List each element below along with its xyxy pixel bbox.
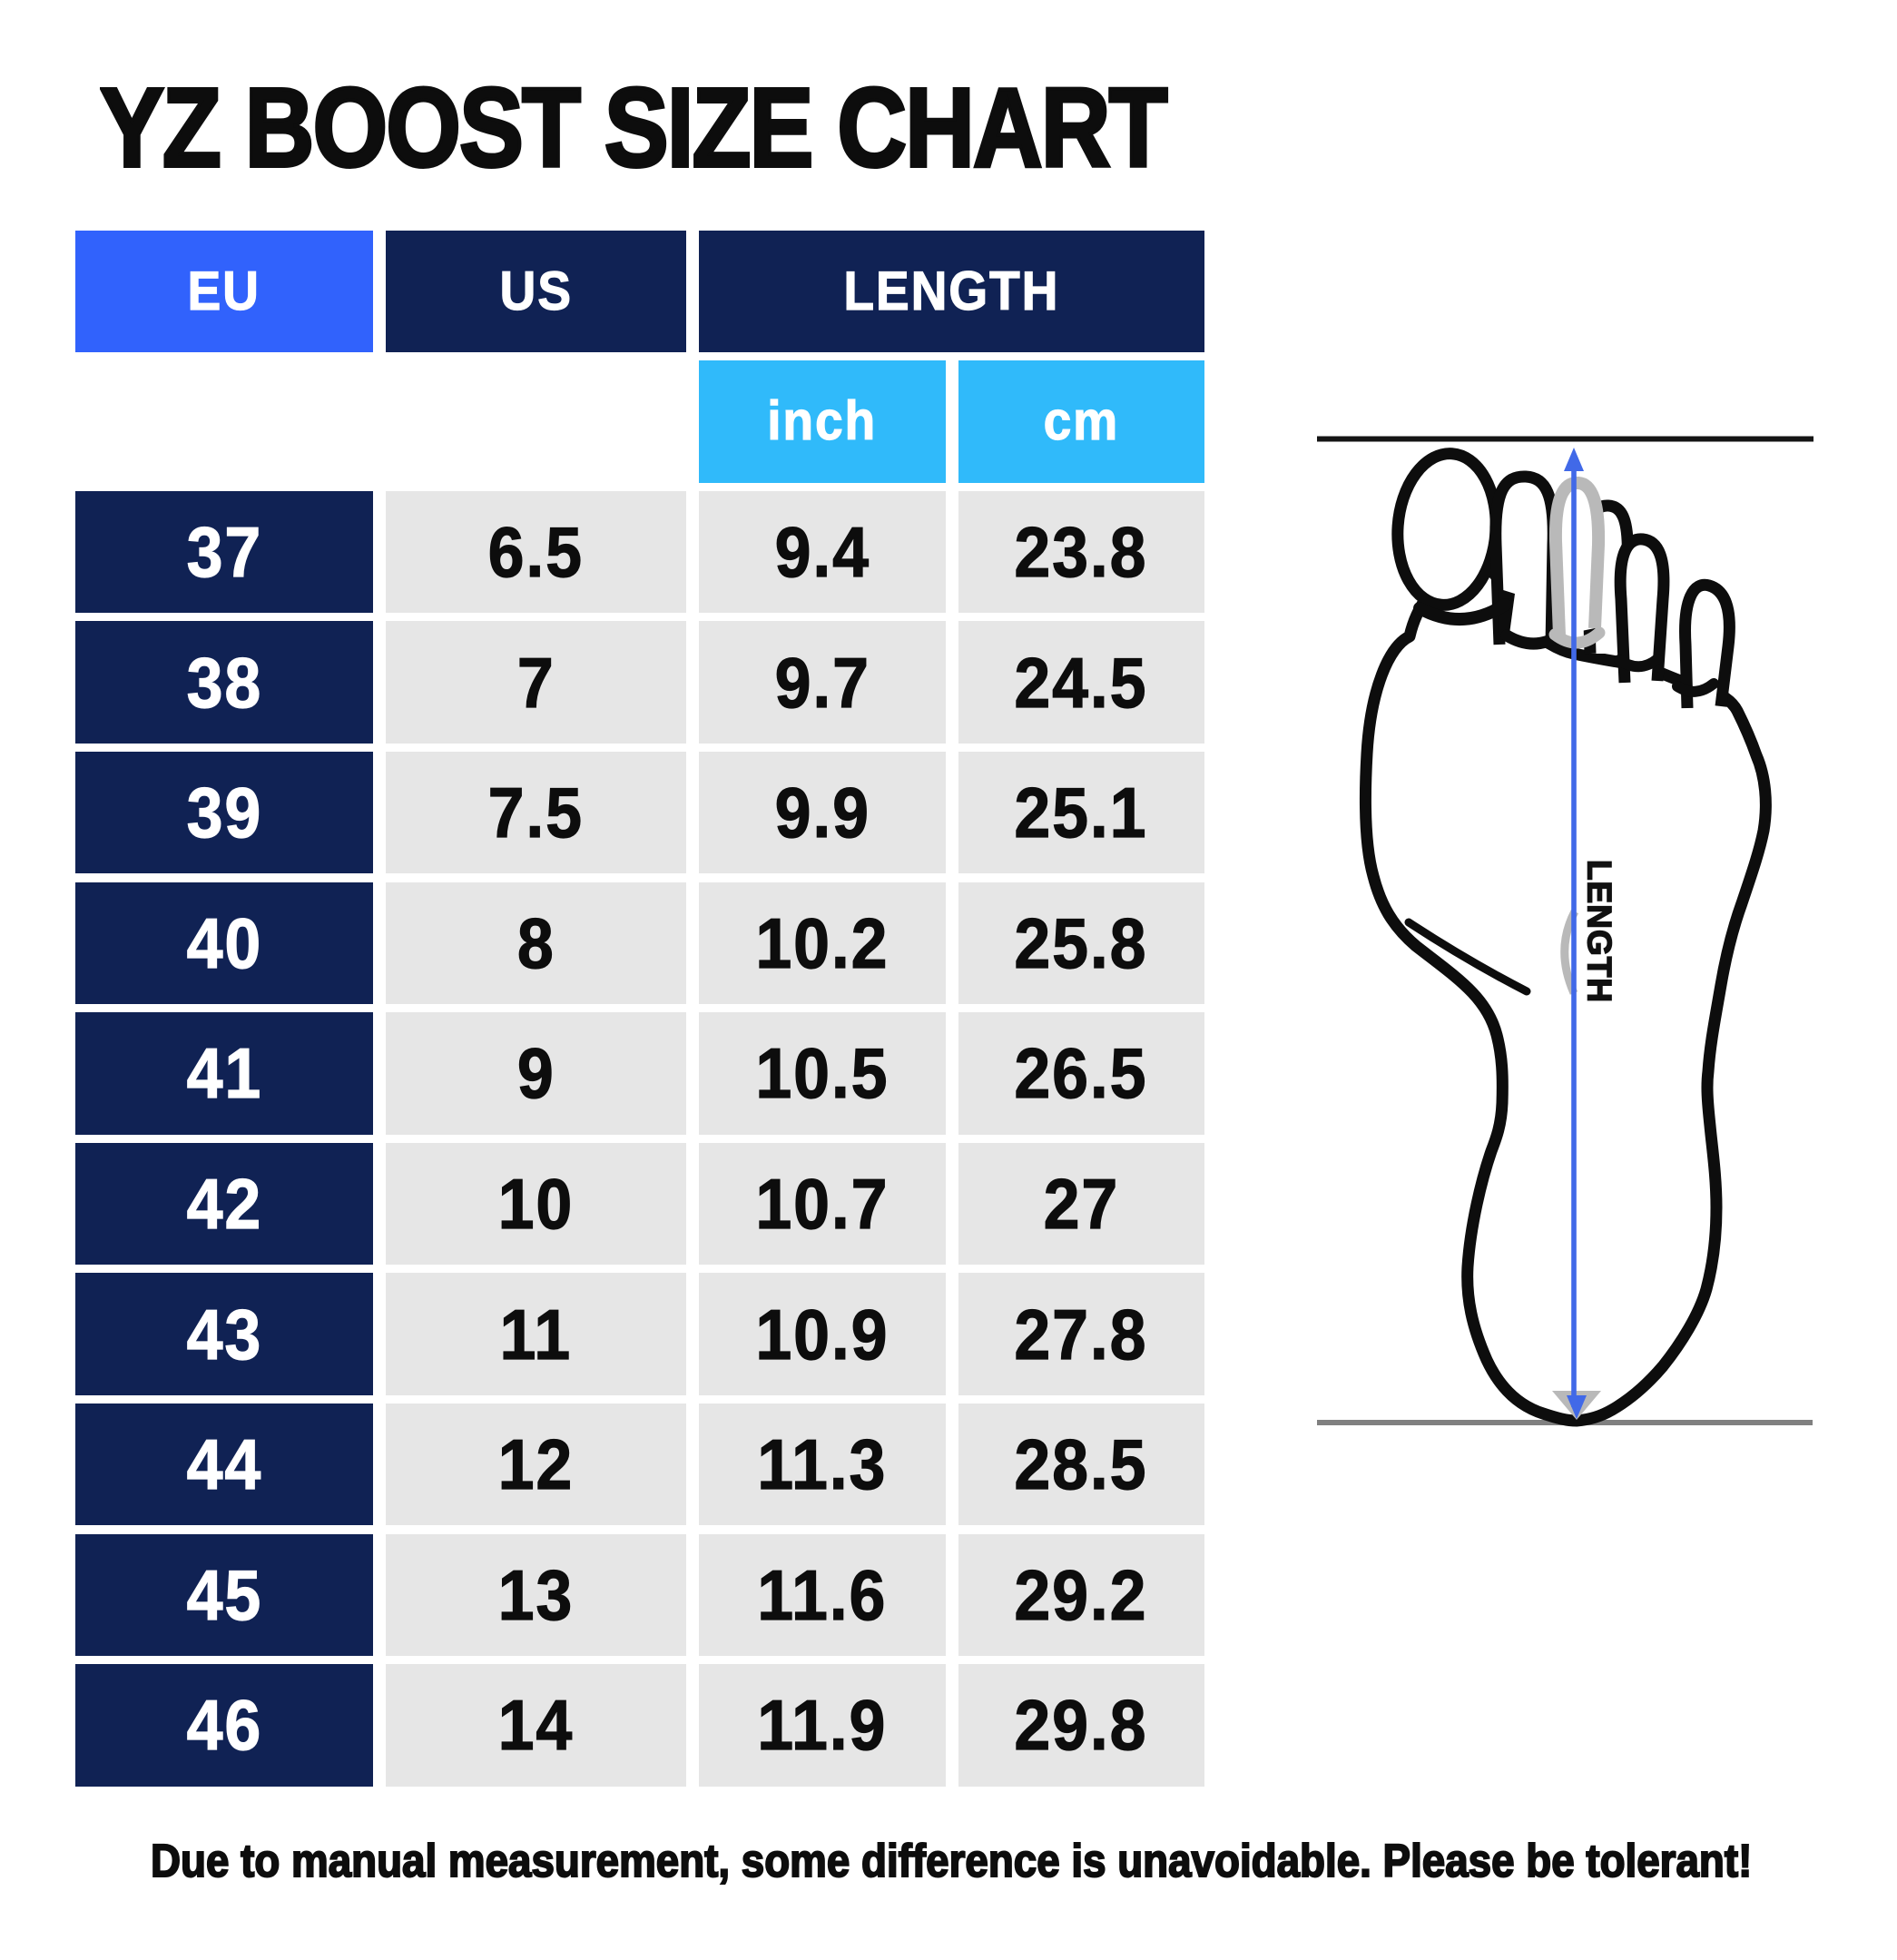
svg-text:LENGTH: LENGTH [1581,860,1618,1003]
